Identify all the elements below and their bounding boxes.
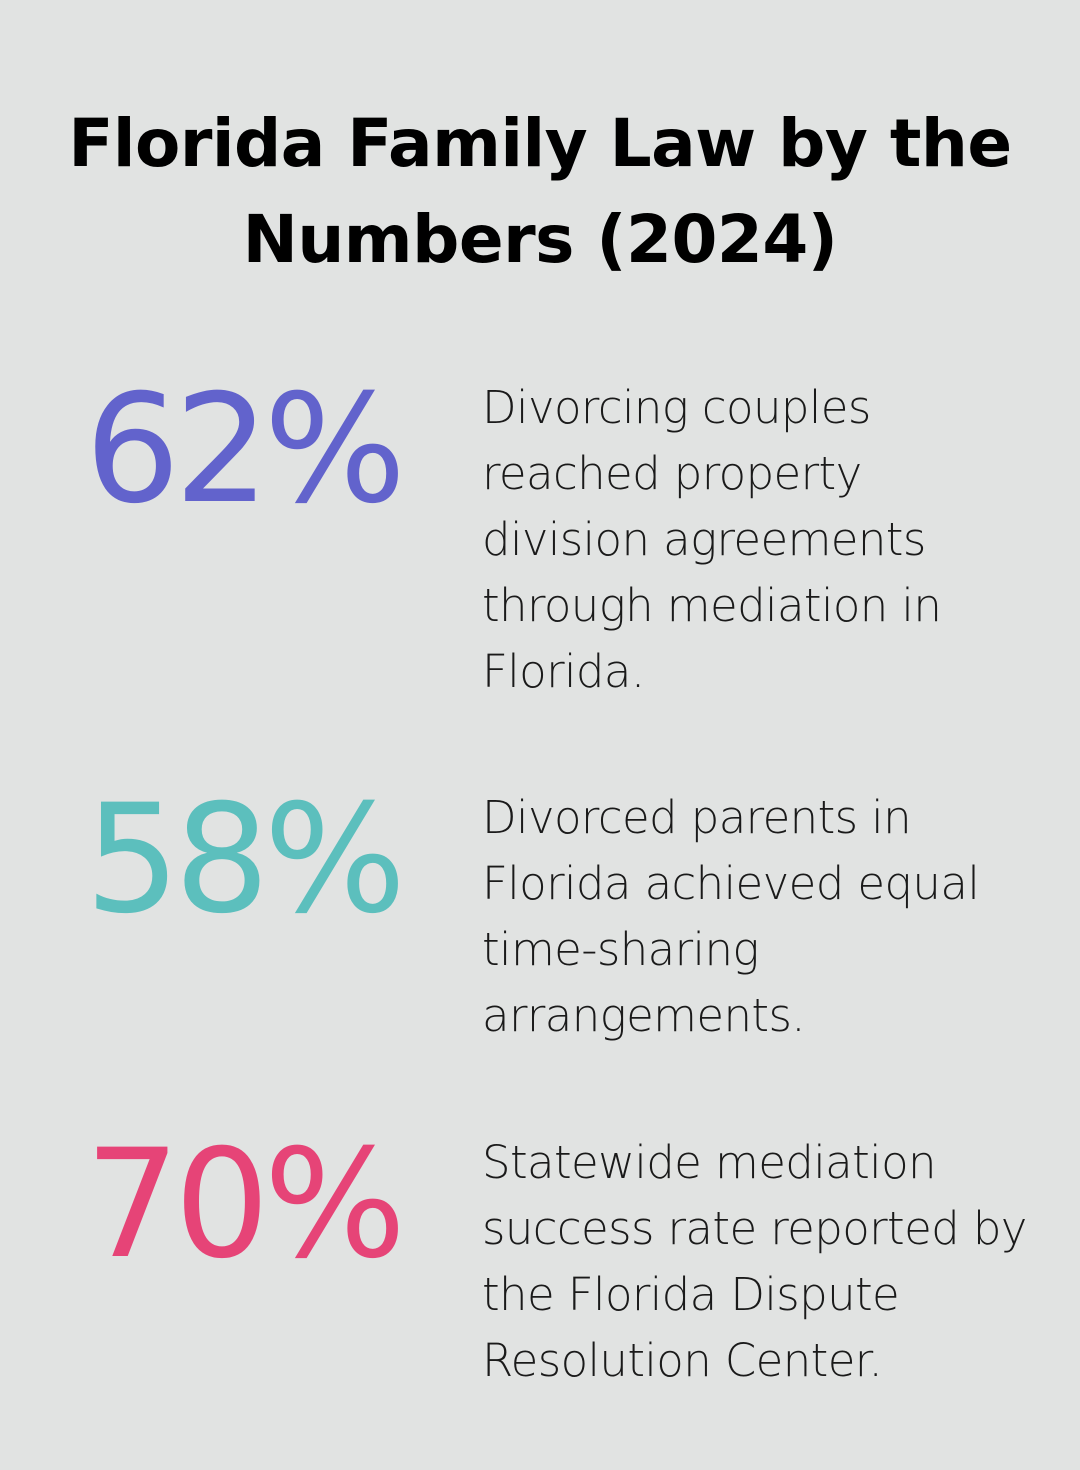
stat-description: Divorced parents in Florida achieved equ… — [482, 791, 980, 1042]
page-title: Florida Family Law by the Numbers (2024) — [68, 105, 1012, 278]
stat-value: 70% — [84, 1118, 406, 1292]
stat-description: Statewide mediation success rate reporte… — [482, 1136, 1027, 1387]
stat-value: 62% — [84, 363, 406, 537]
stat-description: Divorcing couples reached property divis… — [482, 381, 942, 698]
stat-value: 58% — [84, 773, 406, 947]
